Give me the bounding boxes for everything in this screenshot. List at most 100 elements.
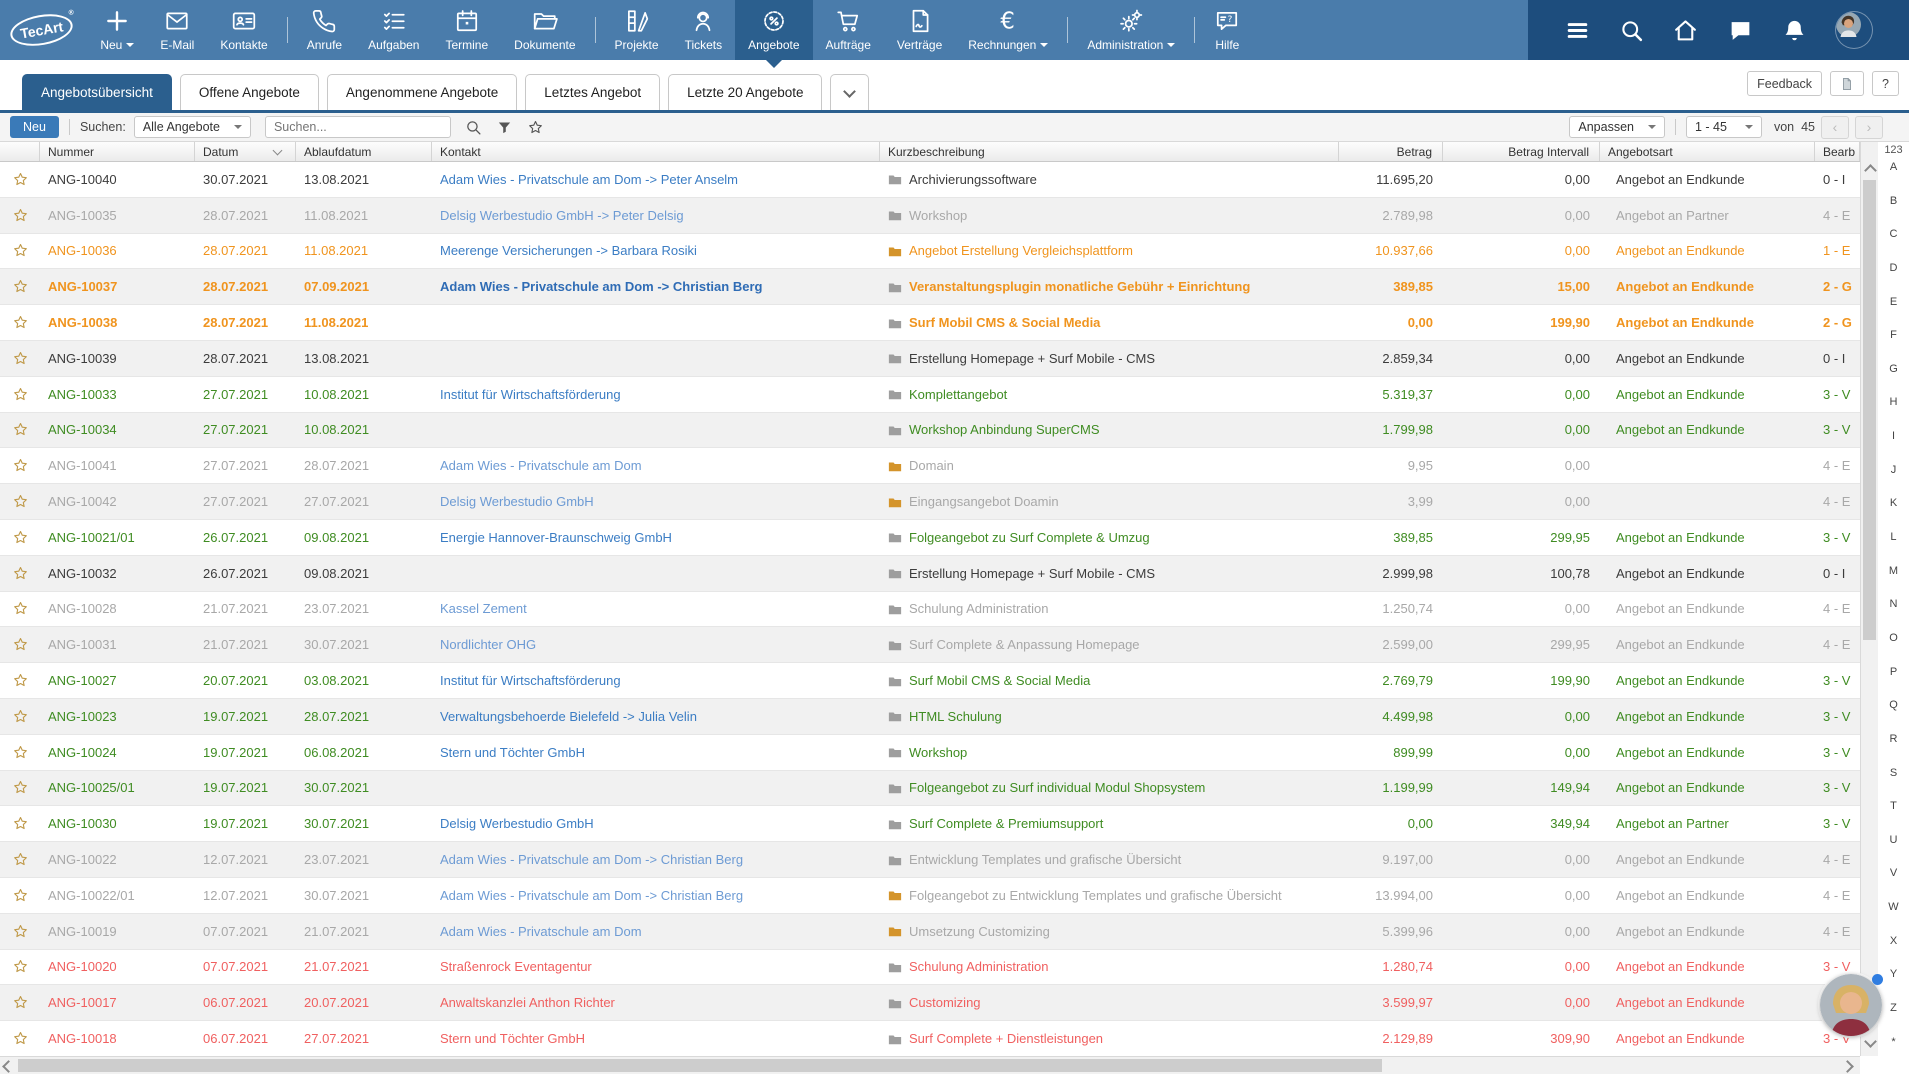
favorite-star-icon[interactable] <box>0 1021 40 1056</box>
offer-row[interactable]: ANG-1003121.07.202130.07.2021Nordlichter… <box>0 627 1860 663</box>
scroll-up-icon[interactable] <box>1864 164 1877 177</box>
search-input[interactable] <box>265 116 451 138</box>
nav-item-dokumente[interactable]: Dokumente <box>501 0 588 60</box>
tab-angenommene-angebote[interactable]: Angenommene Angebote <box>327 74 517 110</box>
nav-item-aufgaben[interactable]: Aufgaben <box>355 0 432 60</box>
nav-item-termine[interactable]: Termine <box>432 0 501 60</box>
nav-item-tickets[interactable]: Tickets <box>672 0 736 60</box>
scroll-left-icon[interactable] <box>2 1060 15 1073</box>
favorite-star-icon[interactable] <box>0 735 40 770</box>
offer-row[interactable]: ANG-1004127.07.202128.07.2021Adam Wies -… <box>0 448 1860 484</box>
new-offer-button[interactable]: Neu <box>10 116 59 138</box>
favorite-star-icon[interactable] <box>0 234 40 269</box>
offer-row[interactable]: ANG-1003628.07.202111.08.2021Meerenge Ve… <box>0 234 1860 270</box>
column-header-kurzbeschreibung[interactable]: Kurzbeschreibung <box>880 142 1339 161</box>
vertical-scrollbar[interactable] <box>1860 142 1878 1056</box>
contact-link[interactable]: Energie Hannover-Braunschweig GmbH <box>440 530 672 545</box>
feedback-button[interactable]: Feedback <box>1747 71 1822 96</box>
menu-icon[interactable] <box>1565 18 1590 43</box>
offer-row[interactable]: ANG-1002007.07.202121.07.2021Straßenrock… <box>0 950 1860 986</box>
alphabet-letter-r[interactable]: R <box>1890 734 1898 745</box>
contact-link[interactable]: Meerenge Versicherungen -> Barbara Rosik… <box>440 243 697 258</box>
nav-item-e-mail[interactable]: E-Mail <box>147 0 207 60</box>
contact-link[interactable]: Adam Wies - Privatschule am Dom -> Peter… <box>440 172 738 187</box>
contact-link[interactable]: Straßenrock Eventagentur <box>440 959 592 974</box>
horizontal-scrollbar[interactable] <box>0 1056 1860 1074</box>
alphabet-letter-v[interactable]: V <box>1890 868 1897 879</box>
column-header-datum[interactable]: Datum <box>195 142 296 161</box>
column-header-betrag-intervall[interactable]: Betrag Intervall <box>1443 142 1600 161</box>
alphabet-letter-o[interactable]: O <box>1889 633 1898 644</box>
offer-row[interactable]: ANG-1001907.07.202121.07.2021Adam Wies -… <box>0 914 1860 950</box>
global-search-icon[interactable] <box>1619 18 1644 43</box>
favorite-star-icon[interactable] <box>0 448 40 483</box>
alphabet-letter-n[interactable]: N <box>1890 599 1898 610</box>
nav-item-angebote[interactable]: Angebote <box>735 0 812 60</box>
offer-row[interactable]: ANG-1002821.07.202123.07.2021Kassel Zeme… <box>0 592 1860 628</box>
alphabet-letter-g[interactable]: G <box>1889 364 1898 375</box>
favorite-star-icon[interactable] <box>0 377 40 412</box>
tab-letztes-angebot[interactable]: Letztes Angebot <box>525 74 660 110</box>
contact-link[interactable]: Delsig Werbestudio GmbH -> Peter Delsig <box>440 208 684 223</box>
alphabet-letter-x[interactable]: X <box>1890 936 1897 947</box>
column-header-angebotsart[interactable]: Angebotsart <box>1600 142 1815 161</box>
alphabet-letter-c[interactable]: C <box>1890 229 1898 240</box>
alphabet-letter-h[interactable]: H <box>1890 397 1898 408</box>
offer-row[interactable]: ANG-1002319.07.202128.07.2021Verwaltungs… <box>0 699 1860 735</box>
nav-item-hilfe[interactable]: ?Hilfe <box>1201 0 1253 60</box>
offer-row[interactable]: ANG-1003528.07.202111.08.2021Delsig Werb… <box>0 198 1860 234</box>
alphabet-letter-f[interactable]: F <box>1890 330 1897 341</box>
favorite-star-icon[interactable] <box>0 269 40 304</box>
column-header-ablaufdatum[interactable]: Ablaufdatum <box>296 142 432 161</box>
contact-link[interactable]: Verwaltungsbehoerde Bielefeld -> Julia V… <box>440 709 697 724</box>
favorite-star-icon[interactable] <box>0 950 40 985</box>
tab-angebotsuebersicht[interactable]: Angebotsübersicht <box>22 74 172 110</box>
favorite-star-icon[interactable] <box>0 413 40 448</box>
offer-row[interactable]: ANG-1004227.07.202127.07.2021Delsig Werb… <box>0 484 1860 520</box>
contact-link[interactable]: Nordlichter OHG <box>440 637 536 652</box>
report-button[interactable] <box>1830 71 1864 96</box>
alphabet-letter-i[interactable]: I <box>1892 431 1895 442</box>
contact-link[interactable]: Institut für Wirtschaftsförderung <box>440 673 621 688</box>
offer-row[interactable]: ANG-10021/0126.07.202109.08.2021Energie … <box>0 520 1860 556</box>
alphabet-letter-j[interactable]: J <box>1891 465 1897 476</box>
offer-row[interactable]: ANG-1002720.07.202103.08.2021Institut fü… <box>0 663 1860 699</box>
favorite-star-icon[interactable] <box>0 842 40 877</box>
alphabet-letter-d[interactable]: D <box>1890 263 1898 274</box>
alphabet-letter-l[interactable]: L <box>1890 532 1896 543</box>
page-range-select[interactable]: 1 - 45 <box>1686 116 1762 138</box>
offer-row[interactable]: ANG-1003828.07.202111.08.2021Surf Mobil … <box>0 305 1860 341</box>
tecart-logo[interactable]: TecArt® <box>0 0 87 60</box>
offer-row[interactable]: ANG-1002419.07.202106.08.2021Stern und T… <box>0 735 1860 771</box>
favorite-star-icon[interactable] <box>0 663 40 698</box>
nav-item-rechnungen[interactable]: €Rechnungen <box>955 0 1061 60</box>
prev-page-button[interactable]: ‹ <box>1821 116 1849 139</box>
contact-link[interactable]: Adam Wies - Privatschule am Dom <box>440 458 642 473</box>
column-header-nummer[interactable]: Nummer <box>40 142 195 161</box>
notifications-icon[interactable] <box>1782 18 1807 43</box>
favorite-star-icon[interactable] <box>0 198 40 233</box>
offer-row[interactable]: ANG-1003327.07.202110.08.2021Institut fü… <box>0 377 1860 413</box>
favorite-star-icon[interactable] <box>0 341 40 376</box>
offer-row[interactable]: ANG-1003226.07.202109.08.2021Erstellung … <box>0 556 1860 592</box>
nav-item-anrufe[interactable]: Anrufe <box>294 0 355 60</box>
favorite-star-icon[interactable] <box>0 305 40 340</box>
offer-row[interactable]: ANG-1001806.07.202127.07.2021Stern und T… <box>0 1021 1860 1056</box>
alphabet-letter-w[interactable]: W <box>1888 902 1898 913</box>
alphabet-letter-k[interactable]: K <box>1890 498 1897 509</box>
favorite-star-icon[interactable] <box>0 556 40 591</box>
alphabet-letter-a[interactable]: A <box>1890 162 1897 173</box>
offer-row[interactable]: ANG-1003728.07.202107.09.2021Adam Wies -… <box>0 269 1860 305</box>
alphabet-letter-p[interactable]: P <box>1890 667 1897 678</box>
alphabet-letter-s[interactable]: S <box>1890 768 1897 779</box>
contact-link[interactable]: Delsig Werbestudio GmbH <box>440 816 594 831</box>
favorite-star-icon[interactable] <box>0 771 40 806</box>
contact-link[interactable]: Adam Wies - Privatschule am Dom <box>440 924 642 939</box>
contact-link[interactable]: Adam Wies - Privatschule am Dom -> Chris… <box>440 279 762 294</box>
favorite-star-icon[interactable] <box>0 699 40 734</box>
favorite-star-icon[interactable] <box>0 162 40 197</box>
offer-row[interactable]: ANG-1003019.07.202130.07.2021Delsig Werb… <box>0 806 1860 842</box>
tab-letzte-20-angebote[interactable]: Letzte 20 Angebote <box>668 74 822 110</box>
favorite-star-icon[interactable] <box>0 484 40 519</box>
favorites-icon[interactable] <box>527 119 544 136</box>
